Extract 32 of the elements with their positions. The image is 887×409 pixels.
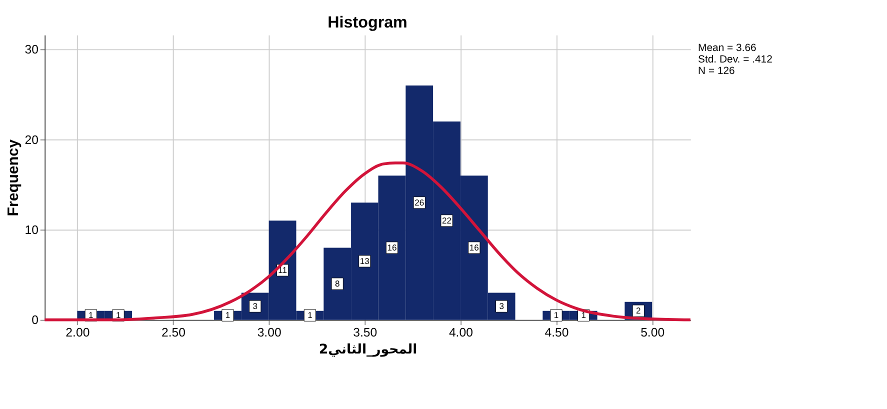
x-tick-label: 5.00 <box>640 325 665 340</box>
data-label: 2 <box>636 306 642 316</box>
chart-title: Histogram <box>328 13 408 32</box>
data-label: 22 <box>442 216 452 226</box>
y-tick-label: 0 <box>32 313 39 328</box>
text: Mean = 3.66 <box>698 43 757 54</box>
x-tick-label: 3.00 <box>257 325 282 340</box>
y-axis-title: Frequency <box>5 138 22 216</box>
y-tick-label: 10 <box>24 222 39 237</box>
data-label: 1 <box>308 310 313 320</box>
data-label: 26 <box>414 197 424 208</box>
data-label: 1 <box>225 310 230 320</box>
x-tick-label: 2.00 <box>66 325 90 340</box>
data-label: 8 <box>334 278 340 289</box>
y-tick-label: 30 <box>24 42 39 57</box>
data-label: 1 <box>554 310 559 320</box>
y-tick-label: 20 <box>24 132 39 147</box>
data-label: 3 <box>499 301 504 312</box>
x-tick-label: 2.50 <box>162 325 186 340</box>
x-tick-label: 4.50 <box>544 325 569 340</box>
x-tick-label: 3.50 <box>353 325 378 340</box>
x-tick-label: 4.00 <box>448 325 474 340</box>
data-label: 1 <box>116 310 121 320</box>
data-label: 13 <box>360 256 370 266</box>
data-label: 1 <box>88 310 94 320</box>
text: Std. Dev. = .412 <box>698 54 773 66</box>
data-label: 16 <box>469 242 480 253</box>
data-label: 1 <box>581 310 586 320</box>
text: N = 126 <box>698 66 736 77</box>
data-label: 3 <box>252 301 258 312</box>
data-label: 16 <box>387 242 397 253</box>
x-axis-title: المحور_الثاني2 <box>318 342 418 358</box>
